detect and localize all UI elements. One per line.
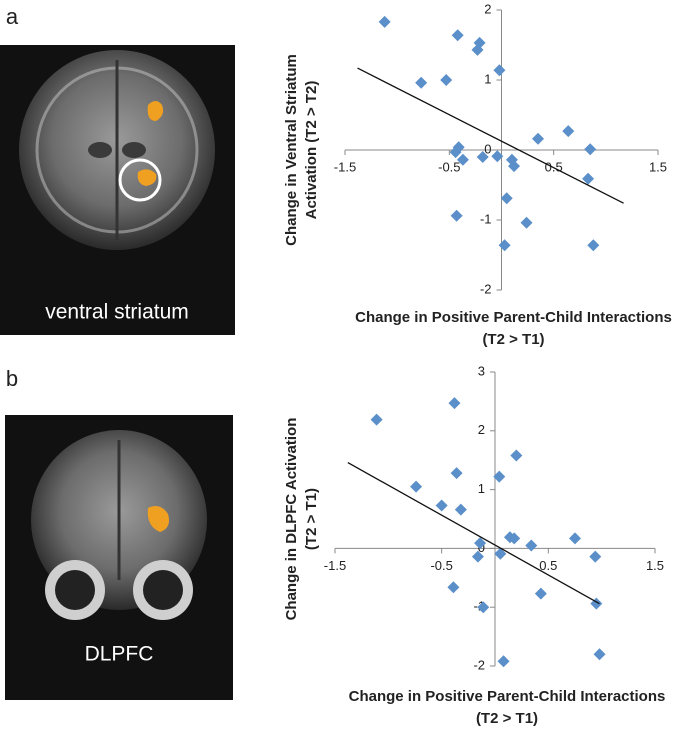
y-tick-label: 3 bbox=[478, 363, 485, 378]
point bbox=[582, 172, 595, 185]
point bbox=[456, 153, 469, 166]
point bbox=[587, 239, 600, 252]
point bbox=[584, 143, 597, 156]
point bbox=[520, 216, 533, 229]
point bbox=[532, 132, 545, 145]
y-axis-label: Change in Ventral Striatum bbox=[283, 54, 300, 246]
x-tick-label: 1.5 bbox=[646, 558, 664, 573]
x-tick-label: -1.5 bbox=[324, 558, 346, 573]
panel-label: a bbox=[6, 4, 19, 29]
x-tick-label: 1.5 bbox=[649, 159, 667, 174]
y-tick-label: -2 bbox=[480, 281, 492, 296]
y-tick-label: 0 bbox=[484, 141, 491, 156]
panel-label: b bbox=[6, 366, 18, 391]
point bbox=[494, 547, 507, 560]
point bbox=[493, 470, 506, 483]
point bbox=[498, 239, 511, 252]
point bbox=[448, 397, 461, 410]
point bbox=[410, 480, 423, 493]
y-axis-label: Activation (T2 > T2) bbox=[303, 81, 320, 220]
x-tick-label: -0.5 bbox=[430, 558, 452, 573]
point bbox=[440, 74, 453, 86]
trendline bbox=[347, 461, 600, 605]
point bbox=[477, 601, 490, 614]
y-tick-label: 1 bbox=[478, 481, 485, 496]
x-axis-label: Change in Positive Parent-Child Interact… bbox=[355, 309, 672, 326]
x-axis-label: Change in Positive Parent-Child Interact… bbox=[349, 688, 666, 705]
point bbox=[451, 29, 464, 42]
y-axis-label: (T2 > T1) bbox=[303, 488, 320, 550]
x-axis-label: (T2 > T1) bbox=[476, 710, 538, 727]
x-tick-label: 0.5 bbox=[545, 159, 563, 174]
x-tick-label: -1.5 bbox=[334, 159, 356, 174]
point bbox=[447, 581, 460, 594]
y-axis-label: Change in DLPFC Activation bbox=[283, 418, 300, 621]
x-axis-label: (T2 > T1) bbox=[482, 331, 544, 348]
point bbox=[474, 537, 487, 550]
trendline bbox=[357, 67, 624, 204]
point bbox=[471, 550, 484, 563]
point bbox=[508, 532, 521, 545]
point bbox=[493, 64, 506, 77]
point bbox=[454, 503, 467, 516]
x-tick-label: 0.5 bbox=[539, 558, 557, 573]
point bbox=[500, 192, 513, 205]
point bbox=[450, 467, 463, 480]
point bbox=[505, 153, 518, 166]
point bbox=[593, 648, 606, 661]
point bbox=[534, 587, 547, 600]
image-label: DLPFC bbox=[85, 643, 154, 666]
y-tick-label: 2 bbox=[484, 1, 491, 16]
point bbox=[497, 655, 510, 668]
brain-image-b bbox=[5, 415, 233, 700]
point bbox=[525, 539, 538, 552]
brain-image-a bbox=[0, 45, 235, 335]
point bbox=[450, 209, 463, 222]
point bbox=[562, 125, 575, 138]
point bbox=[378, 15, 391, 28]
point bbox=[589, 550, 602, 563]
point bbox=[449, 146, 462, 159]
y-tick-label: -1 bbox=[480, 211, 492, 226]
image-label: ventral striatum bbox=[45, 301, 189, 324]
point bbox=[491, 150, 504, 163]
point bbox=[508, 160, 521, 173]
point bbox=[476, 151, 489, 163]
point bbox=[510, 449, 523, 462]
point bbox=[435, 499, 448, 512]
point bbox=[569, 532, 581, 545]
y-tick-label: 1 bbox=[484, 71, 491, 86]
y-tick-label: -2 bbox=[473, 657, 485, 672]
y-tick-label: 2 bbox=[478, 422, 485, 437]
x-tick-label: -0.5 bbox=[438, 159, 460, 174]
point bbox=[370, 413, 383, 426]
point bbox=[471, 43, 484, 56]
point bbox=[415, 76, 428, 89]
